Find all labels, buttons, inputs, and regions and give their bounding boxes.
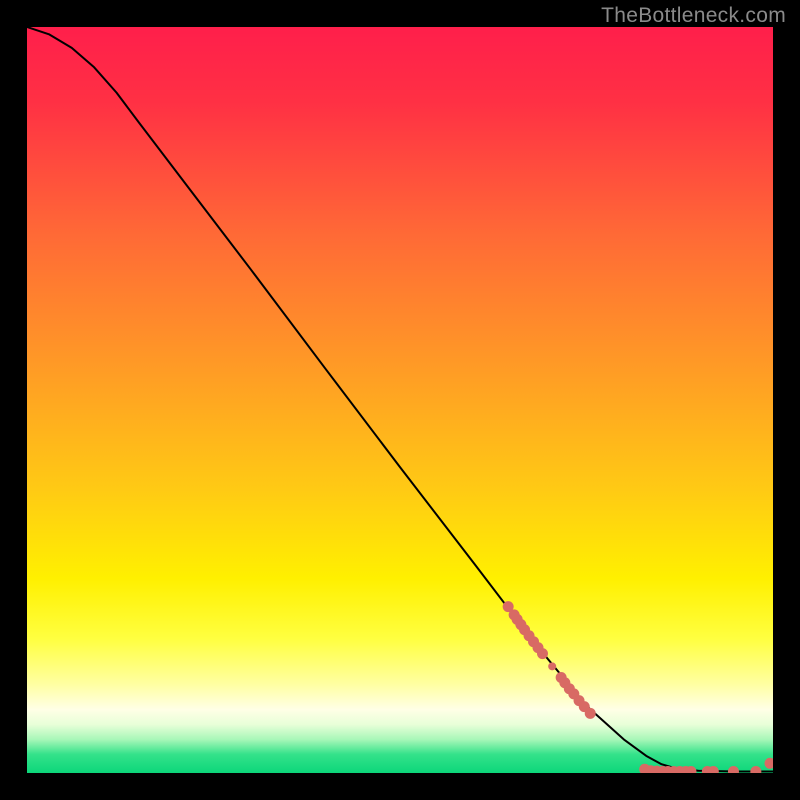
scatter-point: [585, 708, 596, 719]
plot-area: [27, 27, 773, 773]
gradient-background: [27, 27, 773, 773]
chart-frame: TheBottleneck.com: [0, 0, 800, 800]
scatter-point: [537, 648, 548, 659]
scatter-point: [548, 662, 556, 670]
plot-svg: [27, 27, 773, 773]
watermark-text: TheBottleneck.com: [601, 4, 786, 28]
